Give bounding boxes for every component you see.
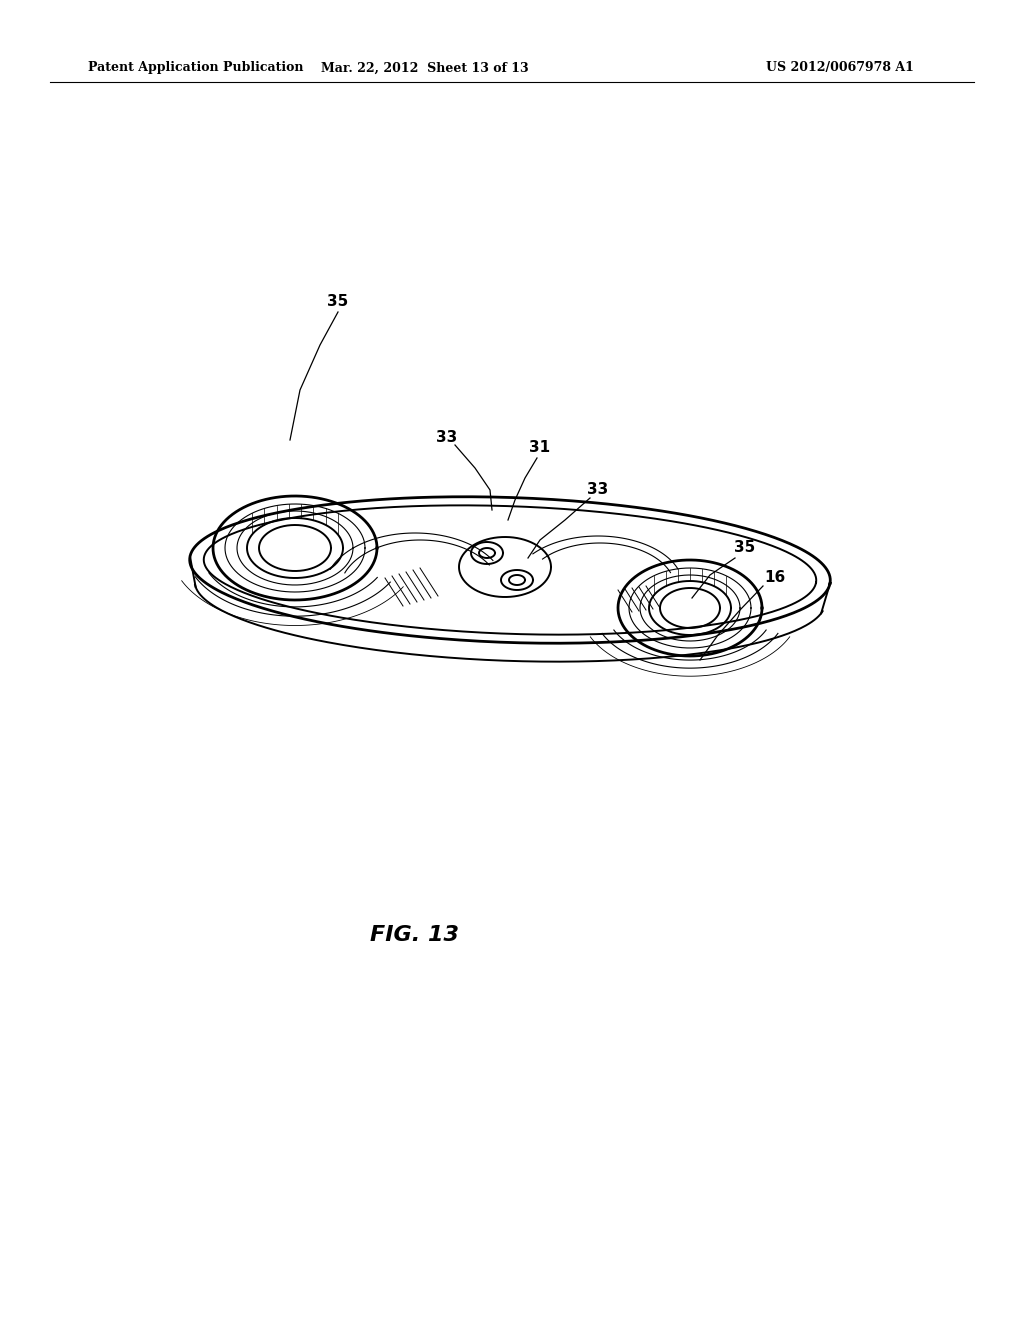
Text: 35: 35 bbox=[734, 540, 756, 556]
Text: US 2012/0067978 A1: US 2012/0067978 A1 bbox=[766, 62, 914, 74]
Text: 33: 33 bbox=[436, 430, 458, 446]
Text: Mar. 22, 2012  Sheet 13 of 13: Mar. 22, 2012 Sheet 13 of 13 bbox=[322, 62, 528, 74]
Text: 16: 16 bbox=[764, 570, 785, 586]
Text: 33: 33 bbox=[588, 483, 608, 498]
Text: FIG. 13: FIG. 13 bbox=[371, 925, 460, 945]
Text: 35: 35 bbox=[328, 294, 348, 309]
Text: Patent Application Publication: Patent Application Publication bbox=[88, 62, 303, 74]
Text: 31: 31 bbox=[529, 441, 551, 455]
